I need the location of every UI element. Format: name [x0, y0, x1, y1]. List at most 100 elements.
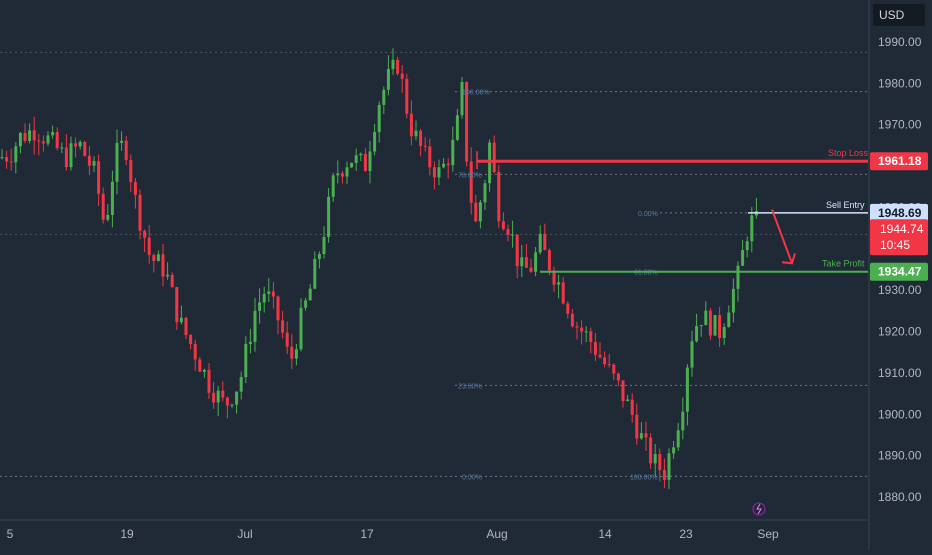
level-label: Take Profit — [822, 259, 865, 269]
candle-body — [225, 397, 229, 406]
trade-levels: Stop Loss Sell Entry Take Profit — [476, 148, 869, 273]
y-tick-label: 1910.00 — [878, 366, 922, 380]
candles — [0, 48, 758, 490]
candle-body — [373, 131, 377, 152]
candle-body — [492, 142, 496, 173]
candle-body — [524, 257, 528, 268]
candle-body — [745, 241, 749, 251]
fibonacci-levels: 100.00% 78.60% 0.00% 61.80% 23.60% 0.00% 100.0… — [0, 90, 868, 481]
candle-body — [37, 140, 41, 142]
current-price-text: 1944.74 — [880, 222, 924, 236]
candle-body — [28, 130, 32, 141]
candle-body — [474, 202, 478, 222]
candle-body — [317, 254, 321, 259]
candle-body — [166, 274, 170, 277]
y-tick-label: 1970.00 — [878, 118, 922, 132]
lightning-icon — [756, 503, 762, 515]
candle-body — [285, 332, 289, 347]
candle-body — [681, 411, 685, 431]
level-price-text: 1961.18 — [878, 154, 922, 168]
candle-body — [667, 453, 671, 480]
candle-body — [248, 341, 252, 344]
candle-body — [184, 317, 188, 336]
candle-body — [124, 140, 128, 161]
candle-body — [18, 133, 22, 147]
candle-body — [253, 310, 257, 342]
candle-body — [409, 113, 413, 137]
candle-body — [451, 139, 455, 166]
candle-body — [400, 73, 404, 79]
candle-body — [382, 89, 386, 105]
y-tick-label: 1900.00 — [878, 407, 922, 421]
candle-body — [46, 135, 50, 144]
candle-body — [377, 104, 381, 132]
candle-body — [354, 155, 358, 163]
currency-label[interactable]: USD — [873, 4, 925, 26]
candle-body — [511, 234, 515, 236]
candle-body — [156, 254, 160, 262]
candle-body — [575, 326, 579, 328]
candle-body — [423, 145, 427, 147]
candle-body — [14, 146, 18, 163]
fib-label: 100.00% — [630, 474, 658, 481]
candle-body — [699, 325, 703, 327]
candle-body — [612, 364, 616, 374]
candle-body — [736, 265, 740, 289]
price-badges: 1961.18 1948.69 1934.47 1944.74 10:45 — [870, 152, 928, 281]
candle-body — [161, 254, 165, 277]
arrow-shaft — [771, 209, 793, 264]
candle-body — [534, 252, 538, 272]
candle-body — [520, 257, 524, 267]
level-label: Stop Loss — [828, 148, 869, 158]
fib-label: 0.00% — [638, 211, 658, 218]
candle-body — [718, 315, 722, 338]
fib-label: 78.60% — [458, 172, 482, 179]
candle-body — [152, 255, 156, 262]
candle-body — [78, 142, 82, 147]
candle-body — [557, 282, 561, 285]
candle-body — [483, 183, 487, 203]
fib-label: 0.00% — [462, 474, 482, 481]
x-tick-label: Sep — [757, 527, 779, 541]
level-price-badge — [870, 203, 928, 222]
gridlines — [0, 51, 868, 235]
candle-body — [368, 151, 372, 172]
candle-body — [607, 364, 611, 366]
candle-body — [460, 81, 464, 116]
candle-body — [5, 157, 9, 162]
countdown-text: 10:45 — [880, 238, 910, 252]
candle-body — [414, 130, 418, 137]
candle-body — [74, 143, 78, 147]
level-price-text: 1948.69 — [878, 206, 922, 220]
candle-body — [175, 287, 179, 323]
y-tick-label: 1920.00 — [878, 325, 922, 339]
candle-body — [32, 130, 36, 141]
candle-body — [120, 140, 124, 143]
candle-body — [589, 331, 593, 343]
candle-body — [97, 161, 101, 194]
candle-body — [189, 335, 193, 345]
candle-body — [304, 300, 308, 308]
candle-body — [396, 59, 400, 74]
candle-body — [87, 155, 91, 166]
candle-body — [552, 270, 556, 285]
candle-body — [170, 274, 174, 288]
candle-body — [101, 193, 105, 220]
candle-body — [727, 312, 731, 328]
candle-body — [281, 320, 285, 333]
candle-body — [506, 229, 510, 235]
candle-body — [69, 143, 73, 168]
candle-body — [685, 367, 689, 412]
candle-body — [267, 291, 271, 294]
candle-body — [419, 130, 423, 146]
candle-body — [405, 78, 409, 114]
candle-body — [322, 236, 326, 255]
candle-body — [704, 310, 708, 326]
candle-body — [9, 161, 13, 163]
candle-body — [584, 331, 588, 333]
candle-body — [566, 303, 570, 314]
candle-body — [428, 146, 432, 168]
candle-body — [432, 167, 436, 178]
